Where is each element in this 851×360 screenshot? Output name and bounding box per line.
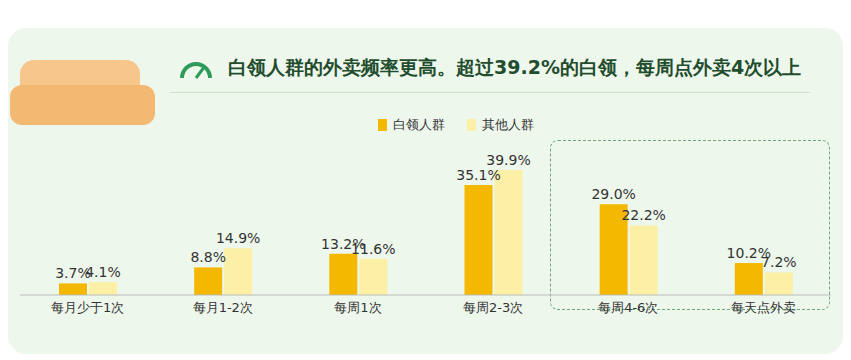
svg-text:每天点外卖: 每天点外卖 <box>731 300 796 315</box>
svg-text:11.6%: 11.6% <box>351 241 395 257</box>
html-text:白领人群的外卖频率更高。超过39.2%的白领，每周点外卖4次: 白领人群的外卖频率更高。超过39.2%的白领，每周点外卖4次以上 <box>228 56 802 78</box>
svg-text:22.2%: 22.2% <box>621 207 665 223</box>
svg-text:39.9%: 39.9% <box>486 152 530 168</box>
svg-text:7.2%: 7.2% <box>761 254 797 270</box>
svg-text:每月少于1次: 每月少于1次 <box>51 300 124 315</box>
html-text:其他人群: 其他人群 <box>481 117 534 132</box>
svg-text:4.1%: 4.1% <box>85 264 121 280</box>
svg-text:8.8%: 8.8% <box>190 249 226 265</box>
svg-text:3.7%: 3.7% <box>55 265 91 282</box>
svg-text:13.2%: 13.2% <box>321 235 366 252</box>
html-text:白领人群: 白领人群 <box>392 117 445 132</box>
svg-text:每周4-6次: 每周4-6次 <box>598 300 658 315</box>
svg-text:每周1次: 每周1次 <box>334 300 381 315</box>
svg-text:29.0%: 29.0% <box>591 186 635 202</box>
svg-text:14.9%: 14.9% <box>216 230 260 246</box>
svg-text:35.1%: 35.1% <box>456 167 500 183</box>
svg-text:每周2-3次: 每周2-3次 <box>463 300 523 315</box>
svg-text:每月1-2次: 每月1-2次 <box>193 300 253 315</box>
svg-text:10.2%: 10.2% <box>726 245 772 261</box>
